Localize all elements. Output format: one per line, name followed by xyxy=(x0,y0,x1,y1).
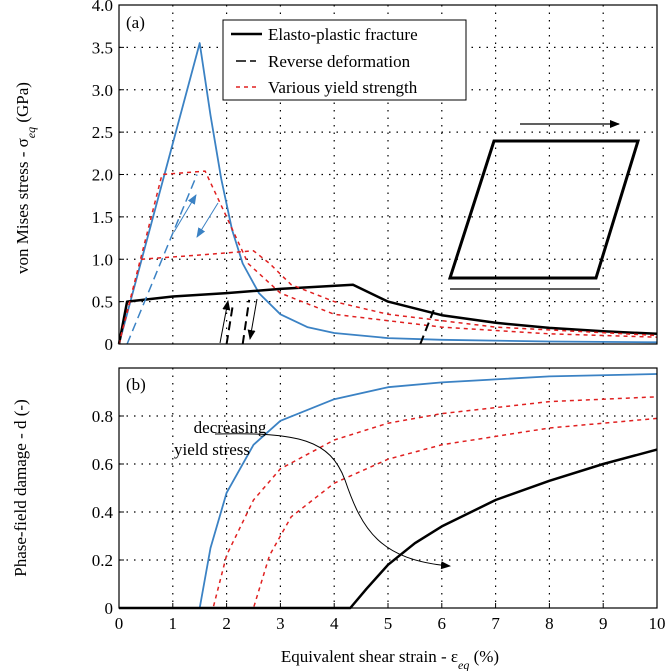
series-line-dashed-black xyxy=(419,309,435,345)
x-tick-label: 2 xyxy=(222,614,231,633)
x-tick-label: 3 xyxy=(276,614,285,633)
blue-load-arrow xyxy=(173,194,197,233)
panel-a-label: (a) xyxy=(126,13,145,32)
y-tick-label: 3.5 xyxy=(92,38,113,57)
legend-label-elasto-plastic: Elasto-plastic fracture xyxy=(268,25,418,44)
series-line-solid-blue xyxy=(119,373,658,609)
panel-b-label: (b) xyxy=(126,375,146,394)
x-tick-label: 4 xyxy=(330,614,339,633)
panel-b-series xyxy=(119,373,658,610)
panel-a-series xyxy=(117,42,658,345)
x-tick-label: 7 xyxy=(491,614,500,633)
shear-inset xyxy=(447,120,641,290)
series-line-solid-blue xyxy=(118,42,658,345)
panel-b-y-axis-label: Phase-field damage - d (-) xyxy=(11,399,30,576)
series-line-solid-black xyxy=(117,283,658,345)
series-line-dashed-red xyxy=(119,417,658,609)
x-tick-label: 10 xyxy=(649,614,666,633)
x-axis-label: Equivalent shear strain - εeq (%) xyxy=(281,647,499,671)
y-tick-label: 0.6 xyxy=(92,455,113,474)
x-tick-label: 9 xyxy=(599,614,608,633)
y-tick-label: 1.0 xyxy=(92,250,113,269)
legend-label-reverse: Reverse deformation xyxy=(268,52,411,71)
reverse-load-arrow xyxy=(219,300,231,344)
series-line-solid-black xyxy=(119,448,658,610)
blue-unload-arrow xyxy=(196,202,219,238)
y-tick-label: 0.5 xyxy=(92,293,113,312)
x-tick-label: 6 xyxy=(438,614,447,633)
annotation-line-1: decreasing xyxy=(194,418,267,437)
legend-box xyxy=(222,19,467,101)
annotation-line-2: yield stress xyxy=(174,440,250,459)
series-line-dashed-black xyxy=(241,299,251,345)
x-tick-label: 8 xyxy=(545,614,554,633)
y-tick-label: 0.2 xyxy=(92,551,113,570)
y-tick-label: 3.0 xyxy=(92,81,113,100)
y-tick-label: 0.8 xyxy=(92,407,113,426)
panel-b: 0 0.2 0.4 0.6 0.8 0 1 2 3 4 5 6 7 8 9 10 (b) decreasin… xyxy=(11,367,666,671)
legend-label-yield: Various yield strength xyxy=(268,78,418,97)
x-tick-label: 5 xyxy=(384,614,393,633)
panel-a-y-ticks: 0 0.5 1.0 1.5 2.0 2.5 3.0 3.5 4.0 xyxy=(92,0,124,354)
series-line-dashed-red xyxy=(118,170,658,345)
y-tick-label: 1.5 xyxy=(92,208,113,227)
y-tick-label: 0 xyxy=(105,599,114,618)
reverse-unload-arrow xyxy=(247,298,258,340)
series-line-dashed-blue xyxy=(126,174,198,345)
y-tick-label: 2.0 xyxy=(92,166,113,185)
panel-a: 0 0.5 1.0 1.5 2.0 2.5 3.0 3.5 4.0 (a) Elasto-pla… xyxy=(13,0,658,354)
legend: Elasto-plastic fracture Reverse deformat… xyxy=(222,19,467,101)
series-line-dashed-black xyxy=(225,303,235,345)
y-tick-label: 0.4 xyxy=(92,503,114,522)
panel-a-y-axis-label: von Mises stress - σeq (GPa) xyxy=(13,82,38,274)
y-tick-label: 4.0 xyxy=(92,0,113,15)
x-tick-label: 0 xyxy=(115,614,124,633)
y-tick-label: 2.5 xyxy=(92,123,113,142)
x-tick-label: 1 xyxy=(169,614,178,633)
decreasing-yield-arrow xyxy=(214,433,451,570)
y-tick-label: 0 xyxy=(105,335,114,354)
panel-b-y-ticks: 0 0.2 0.4 0.6 0.8 xyxy=(92,407,124,618)
sheared-element xyxy=(447,139,641,280)
panel-b-x-ticks: 0 1 2 3 4 5 6 7 8 9 10 xyxy=(115,603,666,633)
panel-b-grid xyxy=(119,368,657,608)
series-line-dashed-red xyxy=(119,396,658,609)
